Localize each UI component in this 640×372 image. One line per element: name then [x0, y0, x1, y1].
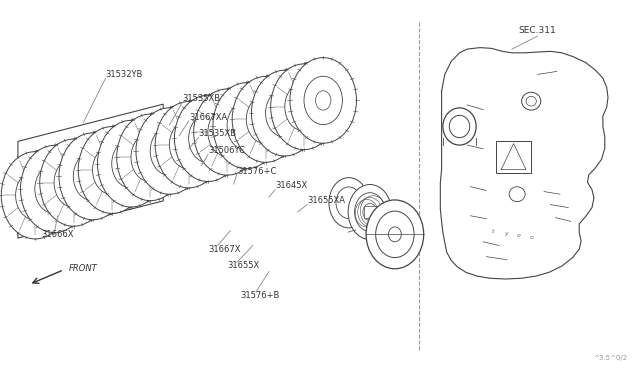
Text: y: y	[504, 231, 508, 236]
Text: SEC.311: SEC.311	[519, 26, 556, 35]
Ellipse shape	[271, 64, 337, 150]
Ellipse shape	[232, 77, 299, 162]
Text: 31535XB: 31535XB	[182, 94, 221, 103]
Ellipse shape	[1, 152, 69, 239]
Text: 31666X: 31666X	[42, 230, 74, 239]
FancyBboxPatch shape	[496, 141, 531, 173]
Ellipse shape	[59, 133, 127, 220]
Text: 31667X: 31667X	[208, 245, 241, 254]
Text: 31667XA: 31667XA	[189, 113, 227, 122]
Ellipse shape	[290, 58, 356, 143]
Text: 31655XA: 31655XA	[307, 196, 345, 205]
Text: o: o	[529, 235, 533, 240]
Ellipse shape	[329, 177, 369, 228]
Text: 31576+C: 31576+C	[237, 167, 276, 176]
Ellipse shape	[156, 102, 222, 188]
Text: FRONT: FRONT	[69, 264, 98, 273]
Ellipse shape	[116, 114, 184, 201]
Text: ^3.5^0/2: ^3.5^0/2	[593, 355, 627, 361]
Ellipse shape	[522, 92, 541, 110]
Ellipse shape	[194, 89, 260, 175]
Ellipse shape	[366, 200, 424, 269]
Text: 31576+B: 31576+B	[240, 291, 280, 300]
Ellipse shape	[213, 83, 280, 169]
Text: 31535XB: 31535XB	[198, 129, 237, 138]
Text: o: o	[516, 232, 520, 238]
Ellipse shape	[175, 95, 241, 182]
Ellipse shape	[252, 70, 318, 156]
Ellipse shape	[97, 120, 165, 207]
Text: 31532YB: 31532YB	[106, 70, 143, 79]
Ellipse shape	[20, 145, 88, 232]
Text: t: t	[492, 229, 494, 234]
Text: 31655X: 31655X	[227, 262, 259, 270]
Ellipse shape	[40, 139, 108, 226]
Ellipse shape	[78, 126, 146, 214]
Ellipse shape	[136, 108, 204, 194]
Ellipse shape	[348, 185, 392, 240]
Bar	[364, 206, 376, 218]
Ellipse shape	[509, 187, 525, 202]
Text: 31645X: 31645X	[275, 182, 307, 190]
Text: 31506YC: 31506YC	[208, 146, 245, 155]
Polygon shape	[440, 48, 608, 279]
Ellipse shape	[443, 108, 476, 145]
